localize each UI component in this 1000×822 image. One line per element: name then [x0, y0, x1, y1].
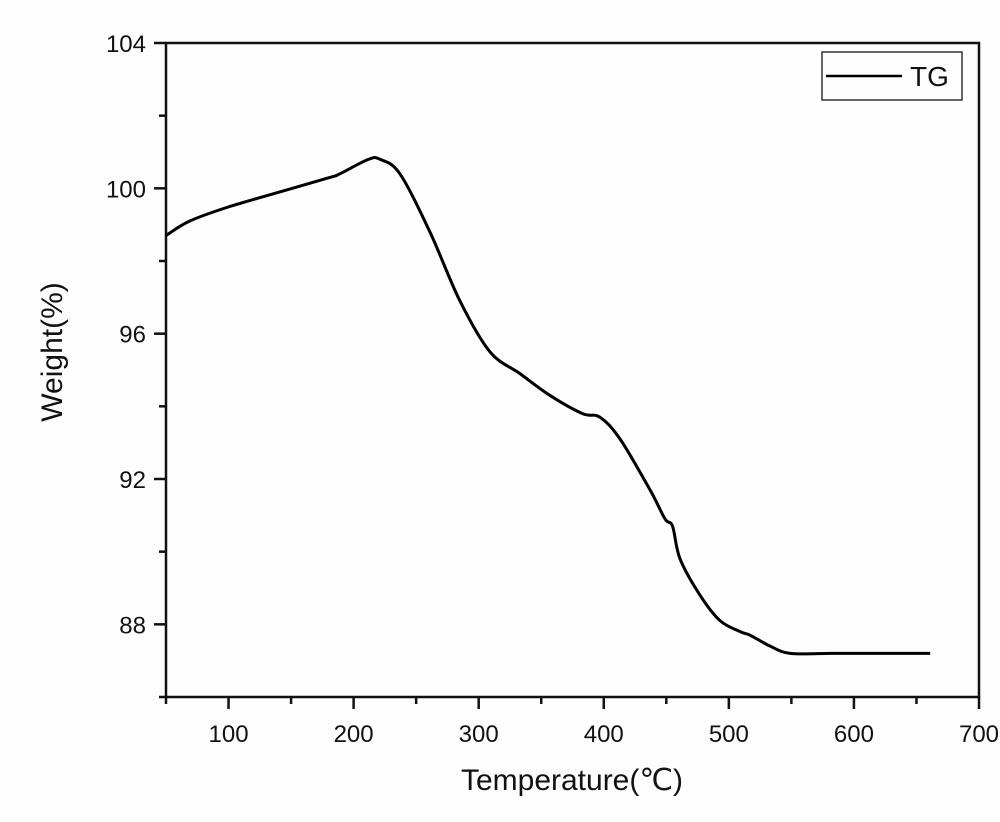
- series-line-tg: [165, 155, 931, 656]
- legend: TG: [821, 51, 963, 101]
- plot-border: [164, 41, 981, 699]
- x-tick-label: 200: [334, 721, 374, 748]
- series-lines: [165, 155, 931, 656]
- y-tick-label: 96: [119, 322, 146, 349]
- x-tick-label: 300: [459, 721, 499, 748]
- y-axis-ticks: 88 92 96 100 104: [106, 31, 166, 699]
- y-tick-label: 100: [106, 176, 146, 203]
- y-tick-label: 92: [119, 467, 146, 494]
- legend-label-tg: TG: [910, 61, 949, 92]
- x-tick-label: 400: [584, 721, 624, 748]
- x-axis-title: Temperature(℃): [461, 764, 683, 797]
- y-tick-label: 88: [119, 612, 146, 639]
- x-tick-label: 600: [834, 721, 874, 748]
- x-tick-label: 500: [709, 721, 749, 748]
- x-tick-label: 100: [209, 721, 249, 748]
- x-tick-label: 700: [959, 721, 999, 748]
- y-tick-label: 104: [106, 31, 146, 58]
- legend-box: [821, 51, 963, 101]
- x-axis-ticks: 100 200 300 400 500 600 700: [164, 697, 999, 748]
- y-axis-title: Weight(%): [36, 282, 69, 421]
- plot-frame: [164, 41, 981, 699]
